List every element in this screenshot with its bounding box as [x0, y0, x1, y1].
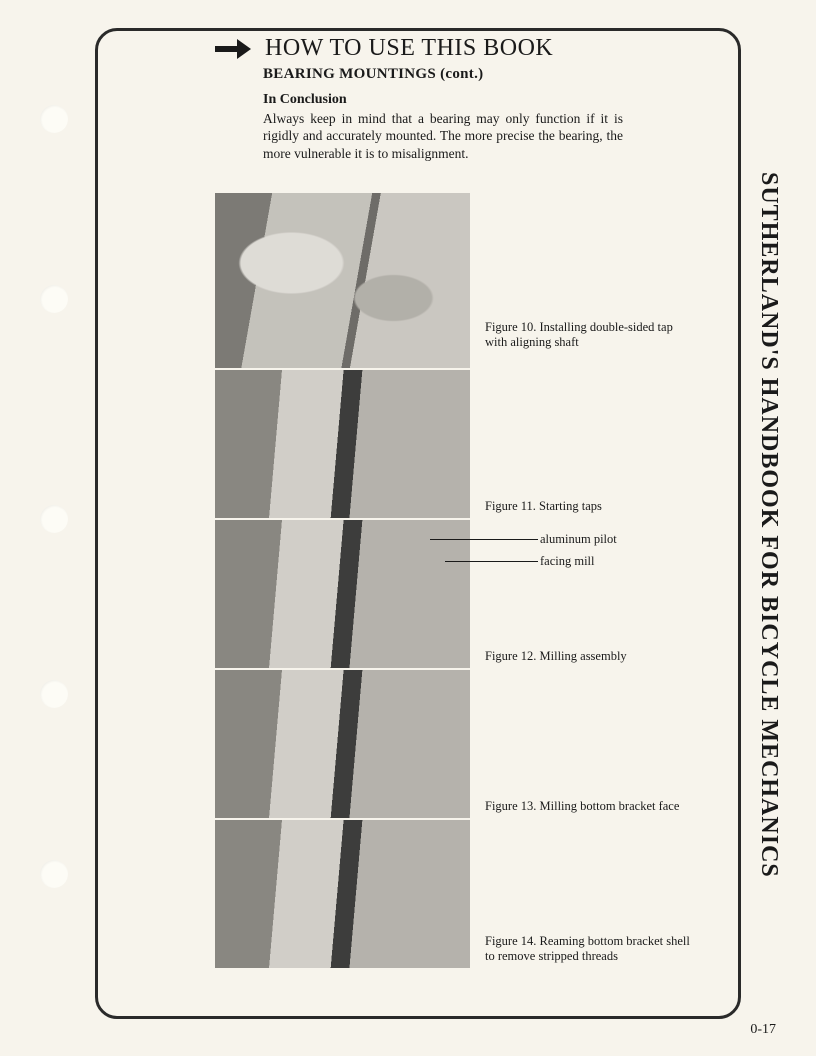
page-title: HOW TO USE THIS BOOK [265, 35, 553, 62]
figure-caption: Figure 10. Installing double-sided tap w… [485, 320, 695, 351]
photo-placeholder [215, 370, 470, 518]
callout-leader-line [445, 561, 538, 562]
page-title-row: HOW TO USE THIS BOOK [215, 35, 695, 62]
arrow-right-icon [215, 39, 251, 59]
conclusion-heading: In Conclusion [263, 92, 347, 108]
photo-placeholder [215, 193, 470, 368]
figure-image [215, 820, 470, 968]
binding-hole [40, 285, 68, 313]
binding-hole [40, 680, 68, 708]
figure-block: Figure 10. Installing double-sided tap w… [215, 193, 715, 373]
figure-block: Figure 14. Reaming bottom bracket shell … [215, 820, 715, 973]
figure-image [215, 670, 470, 818]
figure-block: Figure 13. Milling bottom bracket face [215, 670, 715, 823]
callout-label: facing mill [540, 554, 595, 569]
binding-hole [40, 860, 68, 888]
figure-caption: Figure 14. Reaming bottom bracket shell … [485, 934, 695, 965]
callout-leader-line [430, 539, 538, 540]
figure-caption: Figure 13. Milling bottom bracket face [485, 799, 695, 815]
photo-placeholder [215, 520, 470, 668]
photo-placeholder [215, 670, 470, 818]
conclusion-body: Always keep in mind that a bearing may o… [263, 110, 623, 162]
callout-label: aluminum pilot [540, 532, 617, 547]
figure-block: Figure 12. Milling assembly aluminum pilo… [215, 520, 715, 673]
figure-image [215, 370, 470, 518]
figure-caption: Figure 11. Starting taps [485, 499, 695, 515]
photo-placeholder [215, 820, 470, 968]
binding-hole [40, 505, 68, 533]
figure-caption: Figure 12. Milling assembly [485, 649, 695, 665]
book-spine-title: SUTHERLAND'S HANDBOOK FOR BICYCLE MECHAN… [755, 135, 782, 915]
page-number: 0-17 [750, 1022, 776, 1038]
figure-block: Figure 11. Starting taps [215, 370, 715, 523]
figure-image [215, 520, 470, 668]
binding-hole [40, 105, 68, 133]
section-subtitle: BEARING MOUNTINGS (cont.) [263, 66, 483, 83]
figure-image [215, 193, 470, 368]
